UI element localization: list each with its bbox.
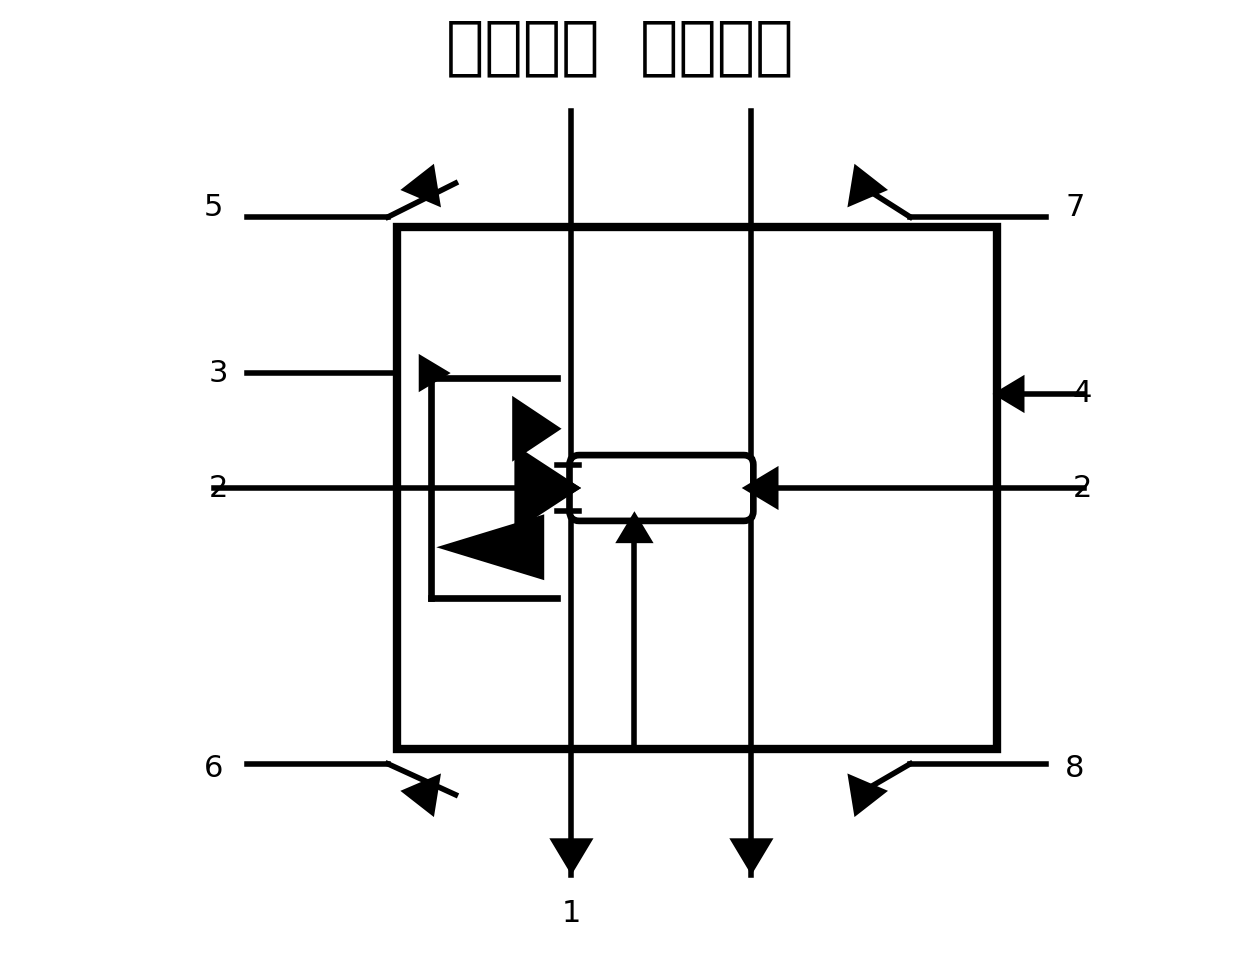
Text: 4: 4 [1073, 380, 1092, 408]
Polygon shape [549, 838, 594, 875]
Text: 氢气流道  空气流道: 氢气流道 空气流道 [446, 17, 794, 79]
Text: 5: 5 [203, 193, 223, 222]
Bar [398, 226, 997, 750]
Text: 7: 7 [1065, 193, 1085, 222]
Text: 6: 6 [203, 754, 223, 783]
Polygon shape [512, 396, 562, 462]
Polygon shape [515, 444, 582, 532]
Text: 1: 1 [562, 899, 582, 928]
Polygon shape [847, 773, 888, 817]
Polygon shape [615, 511, 653, 544]
Text: 2: 2 [1073, 473, 1092, 503]
Text: 8: 8 [1065, 754, 1085, 783]
Polygon shape [436, 514, 544, 580]
Polygon shape [992, 375, 1024, 413]
Text: 3: 3 [208, 358, 228, 387]
Polygon shape [401, 164, 441, 207]
Text: 2: 2 [208, 473, 228, 503]
Polygon shape [544, 466, 582, 510]
Polygon shape [729, 838, 774, 875]
FancyBboxPatch shape [569, 455, 754, 521]
Polygon shape [742, 466, 779, 510]
Polygon shape [847, 164, 888, 207]
Polygon shape [401, 773, 441, 817]
Polygon shape [419, 354, 450, 392]
